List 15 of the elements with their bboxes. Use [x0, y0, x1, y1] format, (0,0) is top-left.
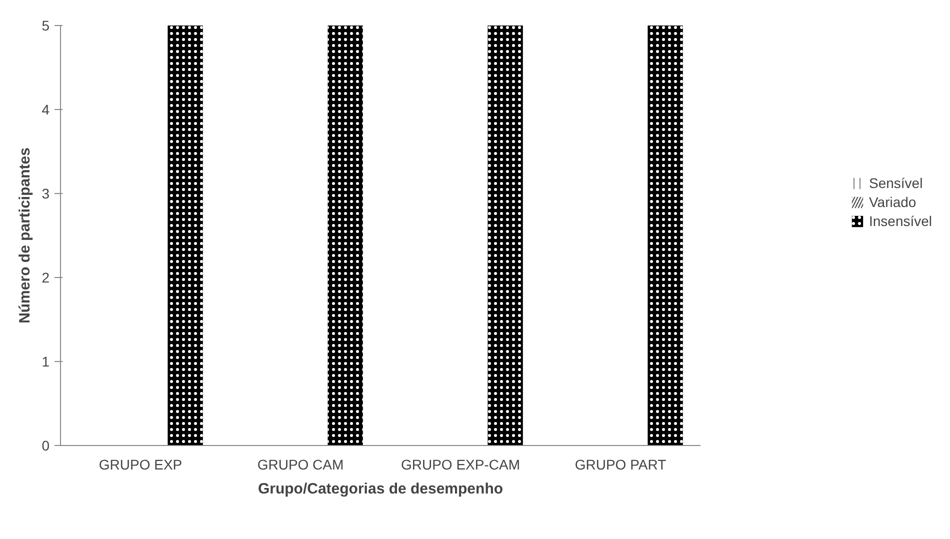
y-tick-label: 3 — [42, 186, 50, 202]
y-axis-title: Número de participantes — [16, 148, 34, 324]
y-tick-label: 1 — [42, 354, 50, 370]
y-tick-label: 2 — [42, 270, 50, 286]
y-tick-label: 0 — [42, 438, 50, 454]
legend-label: Insensível — [869, 213, 932, 229]
x-tick-label: GRUPO CAM — [257, 456, 344, 472]
x-tick-label: GRUPO EXP — [98, 456, 182, 472]
x-tick-label: GRUPO EXP-CAM — [400, 456, 520, 472]
legend-label: Variado — [869, 194, 916, 210]
x-tick-label: GRUPO PART — [574, 456, 667, 472]
legend-label: Sensível — [869, 175, 923, 191]
y-tick-label: 5 — [42, 18, 50, 34]
y-tick-label: 4 — [42, 102, 50, 118]
x-axis-title: Grupo/Categorias de desempenho — [258, 480, 504, 498]
